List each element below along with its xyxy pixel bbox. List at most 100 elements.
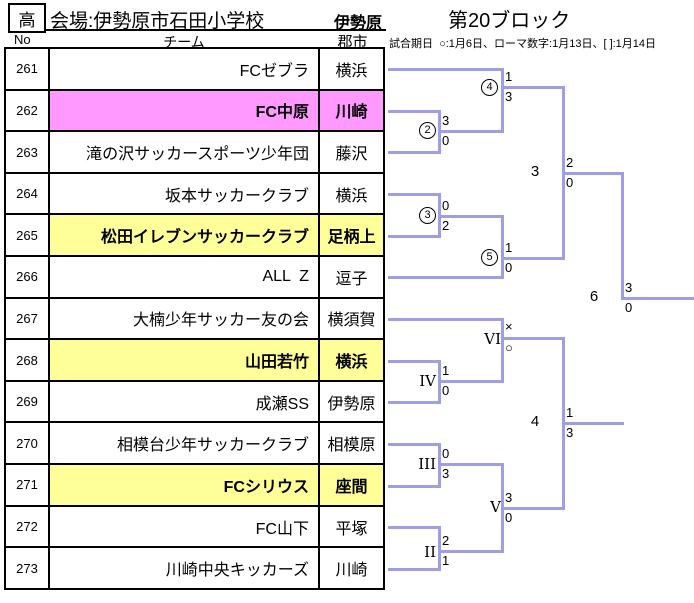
score-bottom-mIII: 3 [442,466,450,481]
city-name: 横須賀 [327,312,376,330]
team-name: FCシリウス [50,465,320,505]
bracket-line-vertical [621,172,624,300]
team-name: 山田若竹 [50,340,320,380]
team-name: FCゼブラ [50,49,320,89]
team-name: 滝の沢サッカースポーツ少年団 [50,132,320,172]
team-name: 大楠少年サッカー友の会 [50,298,320,339]
bracket-line-horizontal [438,550,504,553]
table-row: 270 相模台少年サッカークラブ 相模原 [6,423,383,466]
row-number: 272 [6,506,50,547]
match-marker-mS4: 4 [530,413,540,430]
city-name: 横浜 [335,187,368,205]
row-number: 271 [6,465,50,505]
score-bottom-mS4: 3 [566,425,574,440]
bracket-line-horizontal [438,380,504,383]
city-name: 平塚 [335,520,368,538]
bracket-line-horizontal [388,276,504,279]
match-marker-mS6: 6 [589,288,599,305]
score-top-mIV: 1 [442,363,450,378]
bracket-line-horizontal [388,485,441,488]
score-top-m5: 1 [505,240,513,255]
city-name: 横浜 [320,340,383,380]
team-name: 相模台少年サッカークラブ [50,423,320,464]
match-marker-m4: 4 [481,79,498,96]
city-name: 座間 [320,465,383,505]
bracket-line-horizontal [621,297,694,300]
table-row: 261 FCゼブラ 横浜 [6,49,383,91]
score-bottom-m5: 0 [505,260,513,275]
schedule-legend: 試合期日 ○:1月6日、ローマ数字:1月13日、[ ]:1月14日 [389,38,657,50]
bracket-line-horizontal [388,443,441,446]
team-name: FC山下 [50,506,320,547]
table-row: 268 山田若竹 横浜 [6,340,383,382]
bracket-line-horizontal [388,193,441,196]
grade-badge-label: 高 [18,10,36,30]
row-number: 269 [6,381,50,422]
bracket-line-horizontal [438,130,504,133]
city-name: 横浜 [335,62,368,80]
score-top-mIII: 0 [442,446,450,461]
city-name: 足柄上 [320,215,383,256]
bracket-line-vertical [438,526,441,571]
match-marker-mVI: VI [484,330,501,348]
row-number: 264 [6,173,50,214]
bracket-line-vertical [438,110,441,154]
bracket-line-horizontal [388,360,441,363]
bracket-line-horizontal [438,215,504,218]
score-bottom-mVI: ○ [505,340,513,355]
team-name: 松田イレブンサッカークラブ [50,215,320,256]
bracket-line-vertical [562,337,565,510]
bracket-line-horizontal [501,507,565,510]
team-name: 成瀬SS [50,381,320,422]
match-marker-m3: 3 [419,207,436,224]
city-name: 川崎 [320,90,383,131]
row-number: 270 [6,423,50,464]
match-marker-mV: V [490,498,501,516]
bracket-line-horizontal [388,526,441,529]
score-bottom-mV: 0 [505,510,513,525]
row-number: 262 [6,90,50,131]
bracket-line-horizontal [501,337,565,340]
team-name: FC中原 [50,90,320,131]
match-marker-m5: 5 [481,249,498,266]
score-bottom-mS6: 0 [625,300,633,315]
city-name: 相模原 [327,437,376,455]
bracket-line-horizontal [388,235,441,238]
score-bottom-mIV: 0 [442,383,450,398]
bracket-line-horizontal [501,86,565,89]
table-row: 265 松田イレブンサッカークラブ 足柄上 [6,215,383,258]
score-bottom-m2: 0 [442,133,450,148]
bracket-line-vertical [438,193,441,238]
match-marker-mIII: III [418,455,436,473]
table-row: 267 大楠少年サッカー友の会 横須賀 [6,298,383,341]
team-table: 261 FCゼブラ 横浜 262 FC中原 川崎 263 滝の沢サッカースポーツ少年団 藤沢 26… [4,47,385,590]
score-top-mVI: × [505,319,513,334]
bracket-line-horizontal [388,401,441,404]
row-number: 261 [6,49,50,89]
score-bottom-m4: 3 [505,89,513,104]
bracket-line-vertical [501,318,504,383]
table-row: 272 FC山下 平塚 [6,506,383,549]
bracket-line-vertical [438,360,441,404]
table-row: 271 FCシリウス 座間 [6,465,383,507]
match-marker-mII: II [424,543,436,561]
region-label: 伊勢原 [333,15,382,32]
city-name: 川崎 [335,562,368,580]
bracket-line-horizontal [388,151,441,154]
bracket-line-horizontal [438,463,504,466]
score-top-mS4: 1 [566,405,574,420]
table-row: 266 ALL Z 逗子 [6,257,383,299]
bracket-line-horizontal [388,110,441,113]
table-row: 263 滝の沢サッカースポーツ少年団 藤沢 [6,132,383,174]
column-header-city: 郡市 [337,34,368,51]
table-row: 264 坂本サッカークラブ 横浜 [6,173,383,216]
table-row: 273 川崎中央キッカーズ 川崎 [6,548,383,588]
row-number: 265 [6,215,50,256]
score-top-mV: 3 [505,490,513,505]
table-row: 262 FC中原 川崎 [6,90,383,133]
bracket-line-vertical [438,443,441,488]
bracket-line-vertical [501,68,504,133]
venue-title: 会場:伊勢原市石田小学校 [50,11,265,32]
column-header-no: No [14,32,31,47]
bracket-line-horizontal [388,568,441,571]
